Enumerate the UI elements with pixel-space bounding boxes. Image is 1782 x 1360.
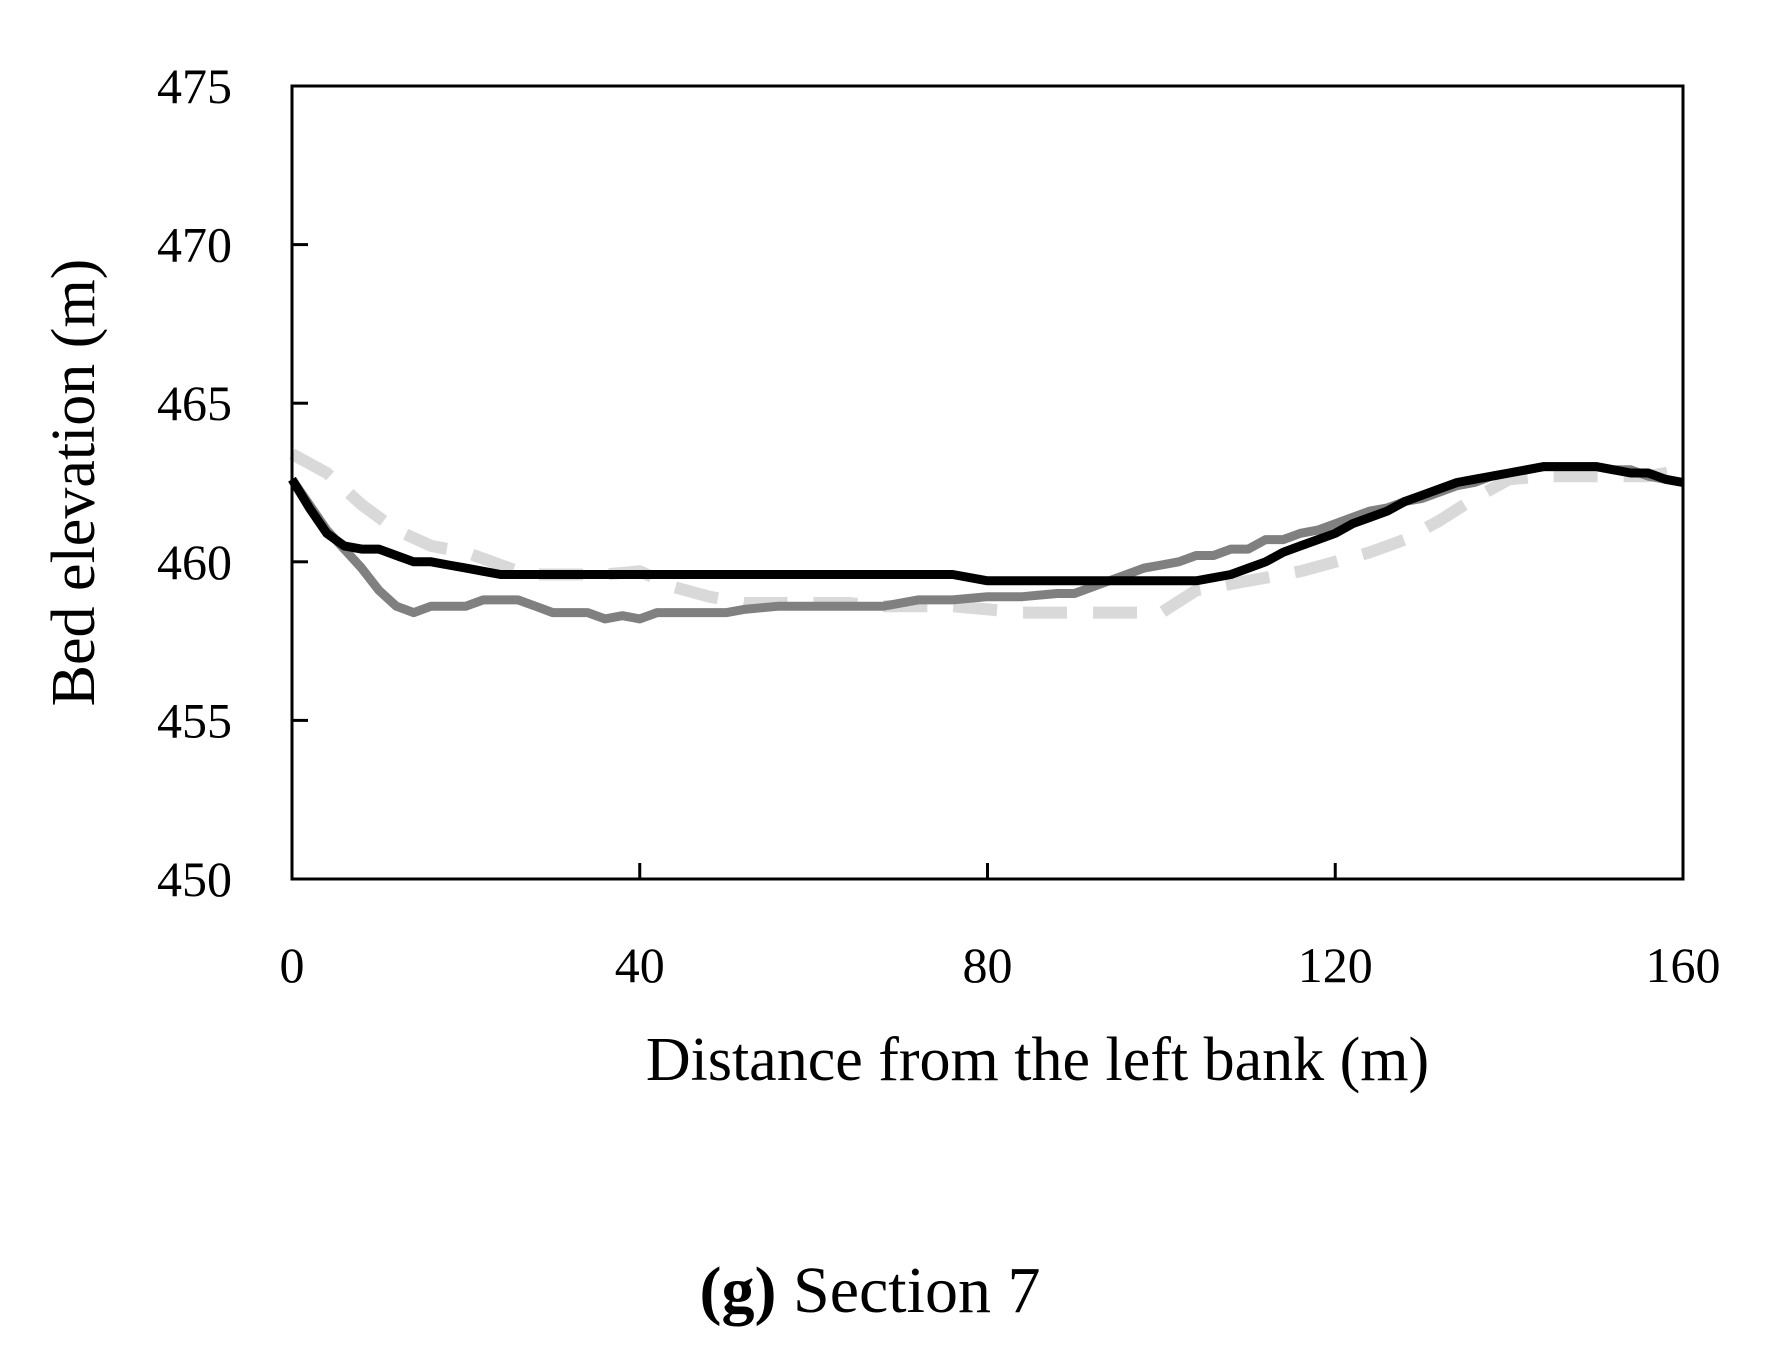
caption-text: Section 7 bbox=[777, 1254, 1041, 1327]
x-tick-label: 120 bbox=[1298, 937, 1373, 993]
x-tick-label: 80 bbox=[963, 937, 1013, 993]
x-tick-label: 40 bbox=[615, 937, 665, 993]
x-tick-label: 160 bbox=[1646, 937, 1721, 993]
series-3-line bbox=[289, 448, 1685, 619]
y-axis-title: Bed elevation (m) bbox=[40, 259, 108, 707]
y-tick-label: 465 bbox=[157, 375, 232, 431]
y-tick-label: 470 bbox=[157, 217, 232, 273]
series-1-line bbox=[288, 462, 1684, 586]
series-layer bbox=[288, 448, 1685, 624]
figure-caption: (g) Section 7 bbox=[700, 1254, 1041, 1327]
series-2-line bbox=[288, 462, 1684, 624]
y-tick-label: 450 bbox=[157, 851, 232, 907]
y-axis: 450 455 460 465 470 475 bbox=[157, 58, 308, 907]
x-tick-label: 0 bbox=[280, 937, 305, 993]
y-tick-label: 460 bbox=[157, 534, 232, 590]
x-axis: 0 40 80 120 160 bbox=[280, 863, 1721, 993]
y-tick-label: 475 bbox=[157, 58, 232, 114]
y-tick-label: 455 bbox=[157, 692, 232, 748]
x-axis-title: Distance from the left bank (m) bbox=[646, 1026, 1429, 1094]
caption-letter: (g) bbox=[700, 1254, 777, 1327]
